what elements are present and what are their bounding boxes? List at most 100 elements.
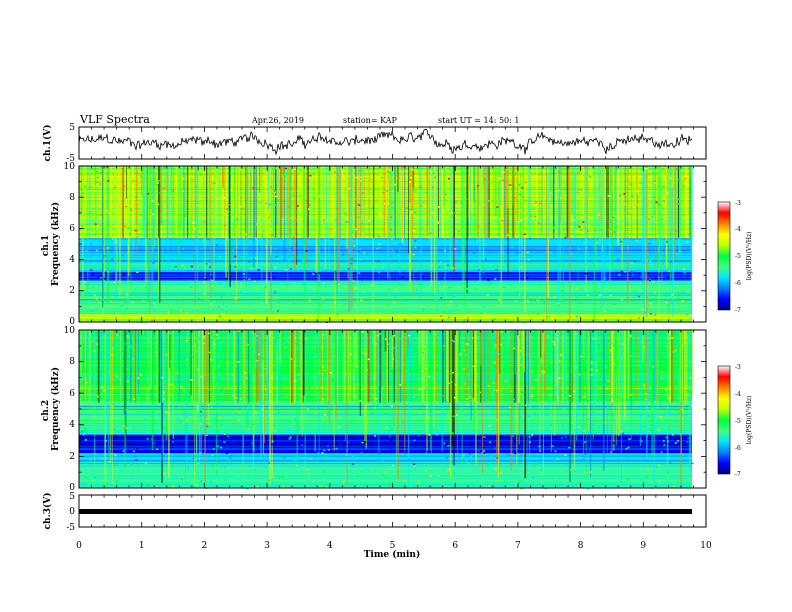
ch1-spectrogram-speckle: [350, 262, 353, 265]
ch2-spectrogram-speckle: [469, 396, 471, 398]
ch2-spectrogram-speckle: [162, 398, 165, 400]
ch2-spectrogram-streak: [175, 330, 177, 403]
ch1-spectrogram-speckle: [250, 211, 253, 214]
ch2-spectrogram-speckle: [681, 468, 684, 471]
ch2-freq-tick-10: 10: [64, 326, 76, 336]
ch2-spectrogram-speckle: [428, 434, 431, 436]
ch1-spectrogram-speckle: [358, 204, 361, 206]
ch1-spectrogram-speckle: [663, 200, 666, 202]
ch1-spectrogram-streak: [151, 166, 154, 309]
ch1-spectrogram-speckle: [552, 233, 555, 236]
ch2-spectrogram-speckle: [306, 469, 309, 471]
ch2-spectrogram-speckle: [426, 417, 429, 419]
ch1-spectrogram-speckle: [502, 171, 505, 173]
ch2-spectrogram-streak: [410, 330, 412, 368]
ch2-spectrogram-speckle: [321, 452, 324, 454]
ch2-spectrogram-speckle: [538, 445, 541, 448]
ch1-spectrogram-streak: [277, 166, 279, 238]
ch1-spectrogram-streak: [80, 166, 82, 217]
ch2-spectrogram-speckle: [550, 424, 553, 426]
ch2-spectrogram-speckle: [295, 342, 298, 345]
ch1-spectrogram-streak: [186, 166, 189, 238]
ch1-spectrogram-line: [79, 243, 692, 244]
ch2-spectrogram-speckle: [132, 475, 134, 477]
ch2-spectrogram-speckle: [526, 404, 529, 406]
ch1-spectrogram-speckle: [160, 220, 163, 223]
ch2-spectrogram-speckle: [173, 391, 176, 394]
ch1-spectrogram-speckle: [363, 251, 365, 254]
ch1-spectrogram-speckle: [689, 314, 692, 317]
ch1-spectrogram-speckle: [645, 168, 648, 170]
ch1-spectrogram-speckle: [615, 226, 618, 228]
ch1-spectrogram-speckle: [394, 303, 397, 305]
ch1-spectrogram-speckle: [477, 269, 480, 271]
ch1-spectrogram-line: [79, 280, 692, 282]
ch1-spectrogram-speckle: [314, 281, 317, 283]
ch2-spectrogram-speckle: [118, 352, 121, 355]
ch1-spectrogram-streak: [652, 166, 654, 233]
ch1-spectrogram-streak: [107, 166, 109, 302]
ch2-spectrogram-streak: [291, 330, 293, 403]
ch2-spectrogram-speckle: [133, 450, 135, 453]
ch2-spectrogram-speckle: [329, 360, 332, 362]
ch1-spectrogram-speckle: [302, 260, 305, 263]
ch1-spectrogram-speckle: [272, 276, 275, 278]
ch1-spectrogram-speckle: [347, 268, 350, 270]
ch2-spectrogram-speckle: [343, 400, 346, 402]
ch2-spectrogram-speckle: [255, 412, 258, 415]
ch2-spectrogram-speckle: [223, 434, 226, 437]
ch2-spectrogram-streak: [157, 330, 160, 403]
ch2-spectrogram-speckle: [361, 441, 364, 444]
ch2-spectrogram-speckle: [238, 419, 240, 421]
ch2-spectrogram-streak: [364, 330, 366, 442]
ch2-spectrogram-speckle: [115, 375, 118, 378]
ch2-spectrogram-speckle: [112, 403, 115, 405]
ch1-spectrogram-streak: [253, 166, 255, 268]
ch1-spectrogram-speckle: [511, 246, 514, 248]
ch1-spectrogram-speckle: [185, 312, 188, 314]
ch1-spectrogram-speckle: [455, 167, 458, 169]
ch2-spectrogram-speckle: [217, 364, 220, 367]
ch1-spectrogram-streak: [279, 166, 281, 238]
ch1-spectrogram-speckle: [397, 314, 400, 316]
ch2-spectrogram-streak: [442, 330, 444, 403]
ch2-spectrogram-streak: [256, 330, 259, 403]
ch1-spectrogram-speckle: [494, 318, 497, 320]
ch2-spectrogram-speckle: [650, 468, 653, 470]
ch1-spectrogram-speckle: [276, 310, 279, 312]
ch1-spectrogram-speckle: [111, 258, 114, 261]
ch2-spectrogram-speckle: [522, 391, 525, 394]
ch1-spectrogram-speckle: [248, 278, 251, 280]
ch2-spectrogram-streak: [344, 330, 346, 442]
ch2-spectrogram-speckle: [417, 434, 420, 437]
ch1-spectrogram-speckle: [543, 302, 546, 304]
ch2-spectrogram-speckle: [225, 478, 227, 481]
ch2-spectrogram-speckle: [519, 350, 522, 352]
ch2-spectrogram-streak: [678, 330, 680, 363]
ch2-spectrogram-speckle: [118, 386, 121, 388]
ch1-spectrogram-speckle: [670, 261, 673, 263]
ch2-spectrogram-speckle: [370, 411, 373, 414]
ch2-spectrogram-speckle: [595, 432, 598, 434]
ch1-spectrogram-speckle: [521, 187, 524, 189]
ch1-spectrogram-speckle: [182, 178, 185, 180]
ch2-spectrogram-speckle: [562, 424, 564, 427]
ch2-spectrogram-speckle: [583, 430, 586, 432]
ch1-spectrogram-speckle: [267, 226, 270, 229]
ch2-spectrogram-speckle: [253, 450, 256, 452]
ch2-spectrogram-speckle: [454, 384, 457, 386]
ch2-spectrogram-speckle: [82, 483, 85, 486]
ch2-spectrogram-speckle: [660, 451, 663, 453]
ch1-spectrogram-speckle: [598, 291, 601, 293]
ch2-spectrogram-speckle: [542, 372, 545, 374]
ch1-spectrogram-speckle: [585, 272, 588, 275]
ch2-spectrogram-speckle: [500, 469, 503, 471]
ch2-spectrogram-speckle: [463, 367, 466, 370]
ch2-spectrogram-speckle: [170, 384, 173, 386]
ch2-spectrogram-speckle: [258, 353, 261, 356]
ch1-spectrogram-streak: [282, 166, 285, 175]
ch1-spectrogram-speckle: [137, 239, 140, 241]
ch2-spectrogram-speckle: [652, 421, 655, 423]
ch2-spectrogram-speckle: [464, 382, 466, 385]
ch1-spectrogram-speckle: [288, 229, 291, 231]
